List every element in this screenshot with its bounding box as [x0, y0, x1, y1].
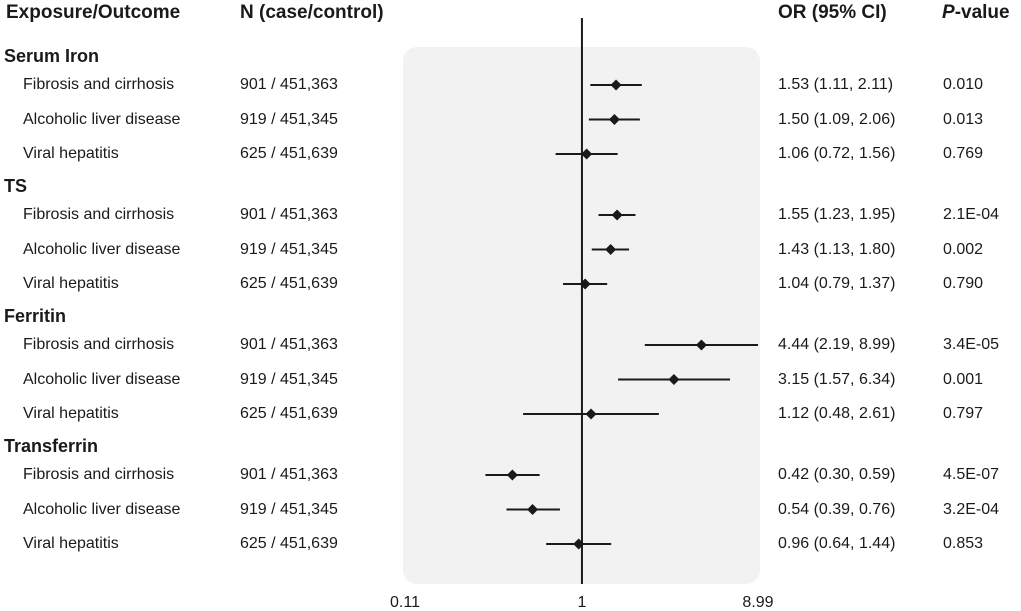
n-case-control: 625 / 451,639: [240, 275, 338, 292]
or-ci-text: 1.50 (1.09, 2.06): [778, 110, 896, 128]
or-ci-text: 1.12 (0.48, 2.61): [778, 405, 896, 422]
x-tick-label: 1: [577, 594, 586, 611]
outcome-label: Alcoholic liver disease: [23, 370, 181, 388]
header-p-value: P-value: [942, 2, 1010, 24]
or-point: [579, 278, 591, 290]
p-value: 0.853: [943, 535, 984, 552]
n-case-control: 625 / 451,639: [240, 535, 338, 552]
n-case-control: 901 / 451,363: [240, 206, 338, 223]
or-ci-text: 1.43 (1.13, 1.80): [778, 240, 896, 258]
p-value: 0.001: [943, 370, 984, 388]
group-title: Transferrin: [4, 436, 99, 456]
outcome-label: Alcoholic liver disease: [23, 240, 181, 258]
or-ci-text: 1.55 (1.23, 1.95): [778, 206, 896, 223]
or-point: [608, 114, 620, 125]
p-value: 0.010: [943, 76, 984, 93]
outcome-label: Viral hepatitis: [23, 405, 119, 422]
or-ci-text: 0.96 (0.64, 1.44): [778, 535, 896, 552]
or-ci-text: 0.54 (0.39, 0.76): [778, 500, 896, 518]
or-point: [695, 339, 707, 351]
p-value: 0.790: [943, 275, 984, 292]
n-case-control: 901 / 451,363: [240, 336, 338, 353]
n-case-control: 901 / 451,363: [240, 466, 338, 483]
outcome-label: Fibrosis and cirrhosis: [23, 466, 175, 483]
or-ci-text: 4.44 (2.19, 8.99): [778, 336, 896, 353]
or-point: [527, 504, 539, 515]
p-value: 3.2E-04: [943, 500, 1000, 518]
n-case-control: 919 / 451,345: [240, 500, 338, 518]
or-ci-text: 1.04 (0.79, 1.37): [778, 275, 896, 292]
x-tick-label: 0.11: [390, 594, 420, 611]
n-case-control: 625 / 451,639: [240, 145, 338, 162]
outcome-label: Viral hepatitis: [23, 275, 119, 292]
outcome-label: Alcoholic liver disease: [23, 110, 181, 128]
or-point: [581, 148, 593, 160]
or-point: [573, 538, 585, 550]
or-point: [605, 244, 617, 255]
or-point: [611, 209, 623, 221]
header-p-rest: -value: [954, 2, 1010, 23]
n-case-control: 919 / 451,345: [240, 110, 338, 128]
p-value: 0.797: [943, 405, 984, 422]
or-ci-text: 1.06 (0.72, 1.56): [778, 145, 896, 162]
or-point: [585, 408, 597, 420]
x-tick-label: 8.99: [742, 594, 773, 611]
n-case-control: 919 / 451,345: [240, 370, 338, 388]
n-case-control: 919 / 451,345: [240, 240, 338, 258]
p-value: 4.5E-07: [943, 466, 1000, 483]
header-or: OR (95% CI): [778, 2, 887, 23]
outcome-label: Fibrosis and cirrhosis: [23, 76, 175, 93]
p-value: 0.013: [943, 110, 984, 128]
or-ci-text: 3.15 (1.57, 6.34): [778, 370, 896, 388]
outcome-label: Fibrosis and cirrhosis: [23, 336, 175, 353]
or-point: [610, 79, 622, 91]
or-point: [668, 374, 680, 385]
outcome-label: Alcoholic liver disease: [23, 500, 181, 518]
or-ci-text: 1.53 (1.11, 2.11): [778, 76, 894, 93]
outcome-label: Viral hepatitis: [23, 535, 119, 552]
group-title: Ferritin: [4, 306, 67, 326]
n-case-control: 625 / 451,639: [240, 405, 338, 422]
outcome-label: Fibrosis and cirrhosis: [23, 206, 175, 223]
or-point: [506, 469, 518, 481]
header-p-italic: P: [942, 2, 955, 23]
header-n: N (case/control): [240, 2, 384, 23]
header-exposure: Exposure/Outcome: [6, 2, 181, 23]
p-value: 3.4E-05: [943, 336, 1000, 353]
group-title: TS: [4, 176, 28, 196]
p-value: 0.769: [943, 145, 984, 162]
group-title: Serum Iron: [4, 46, 100, 66]
p-value: 0.002: [943, 240, 984, 258]
p-value: 2.1E-04: [943, 206, 1000, 223]
n-case-control: 901 / 451,363: [240, 76, 338, 93]
or-ci-text: 0.42 (0.30, 0.59): [778, 466, 896, 483]
outcome-label: Viral hepatitis: [23, 145, 119, 162]
